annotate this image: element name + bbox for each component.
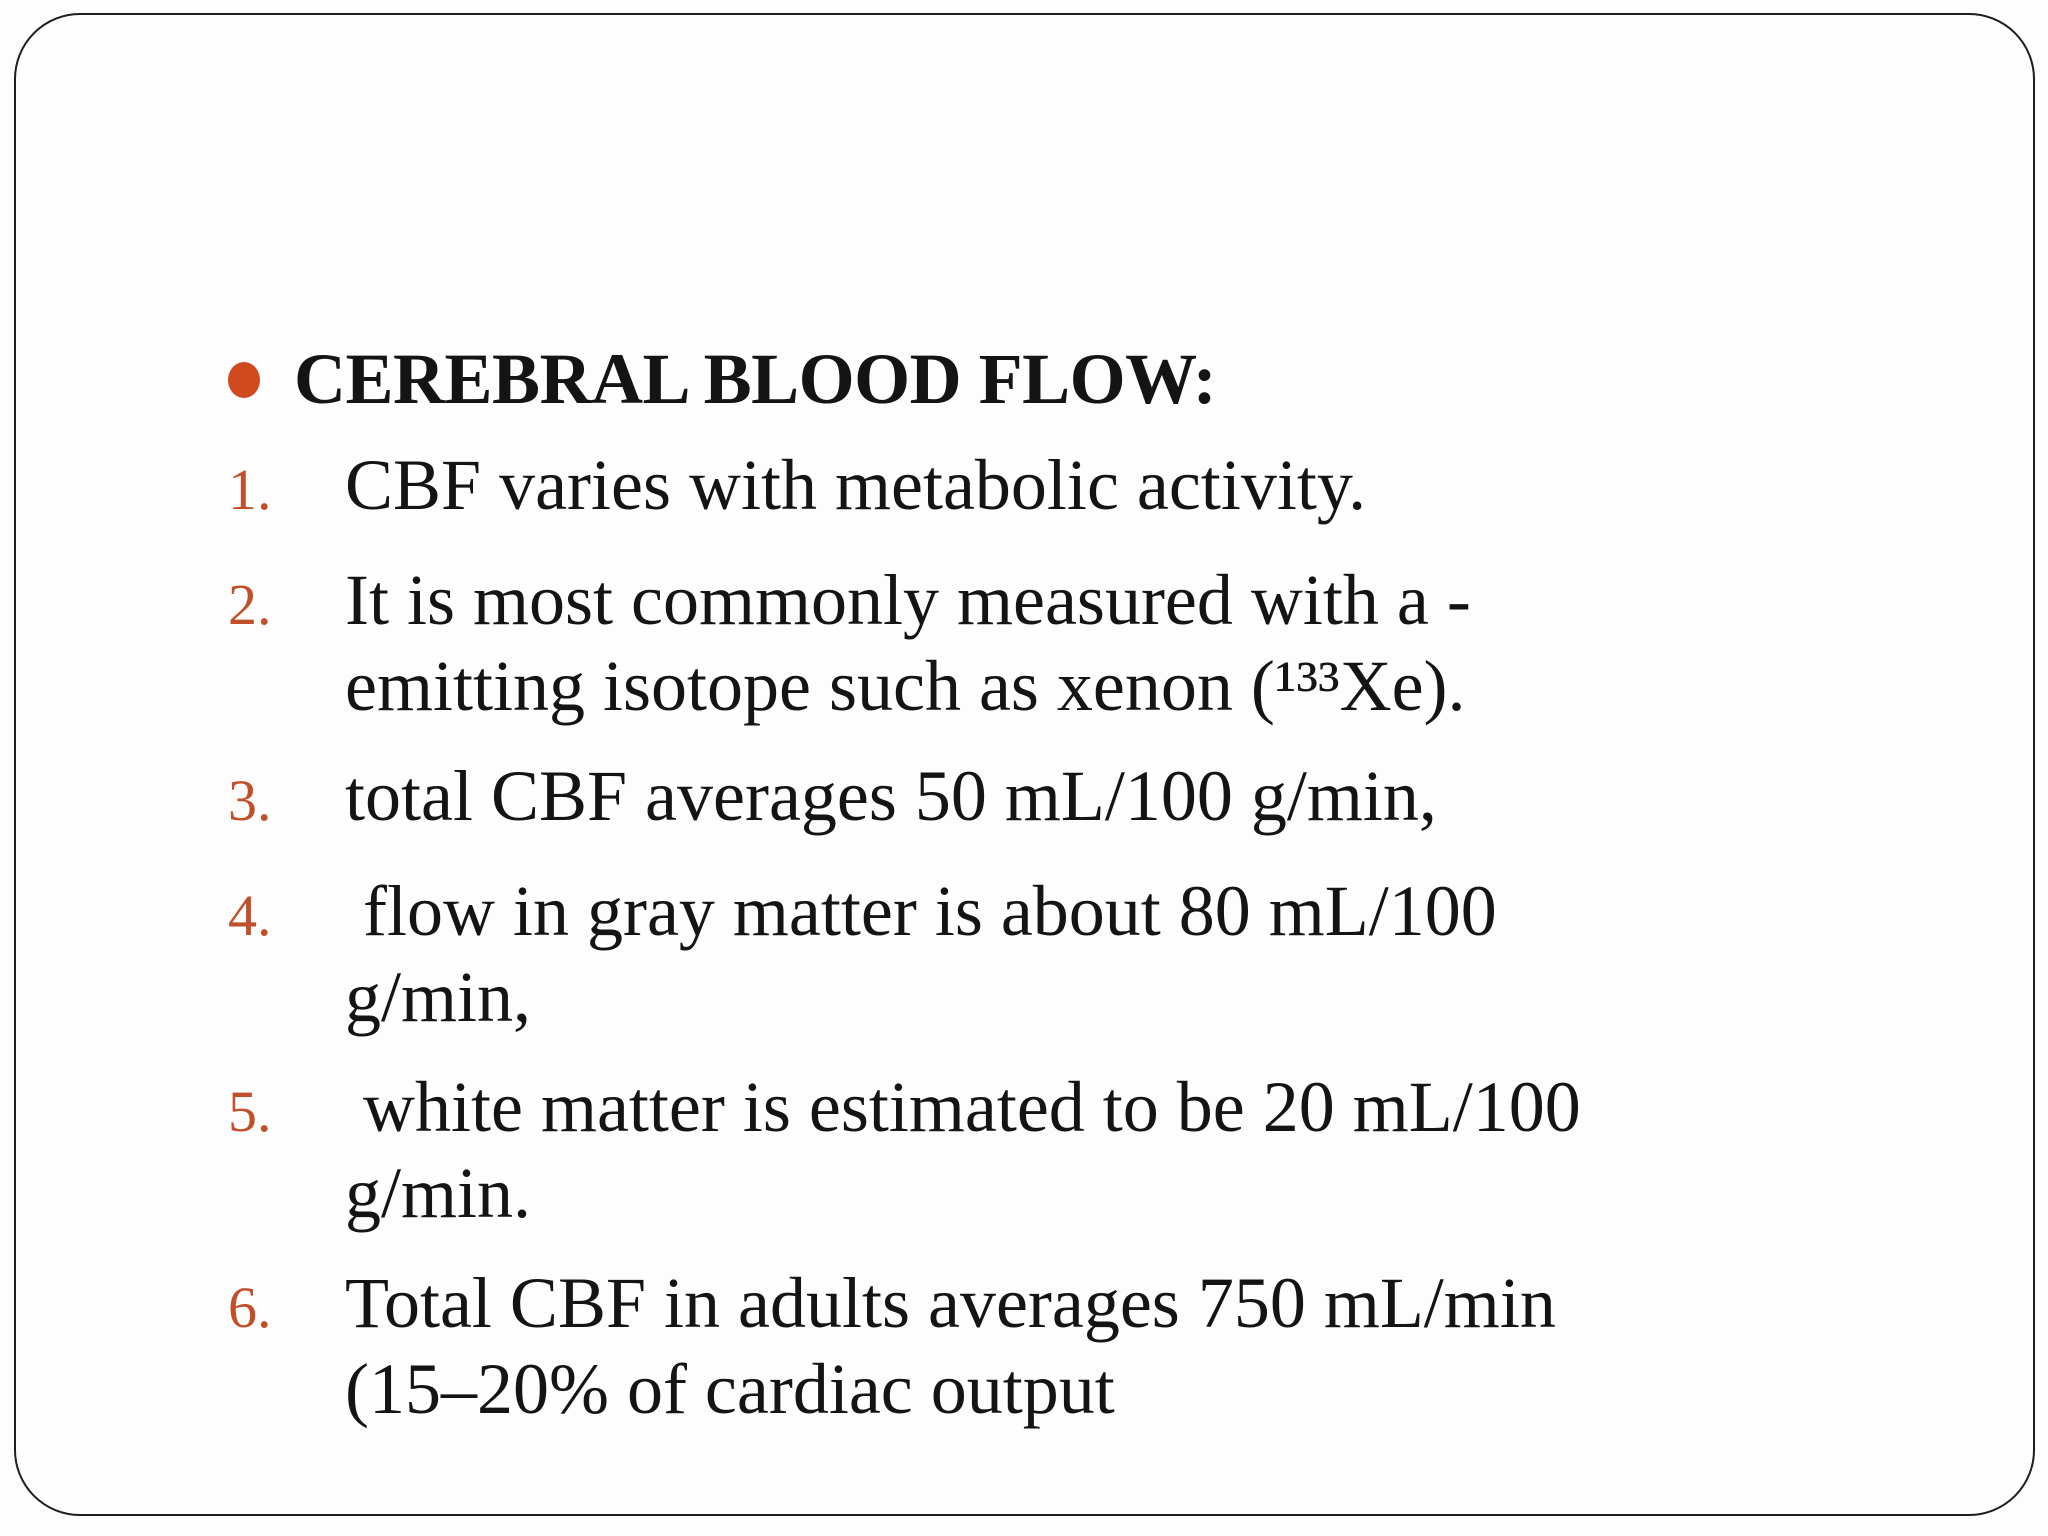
list-item: 4. flow in gray matter is about 80 mL/10…: [228, 868, 1638, 1040]
list-item-text: white matter is estimated to be 20 mL/10…: [345, 1067, 1599, 1233]
list-item: 5. white matter is estimated to be 20 mL…: [228, 1064, 1638, 1236]
slide-heading: CEREBRAL BLOOD FLOW:: [228, 336, 1638, 422]
list-item: 6. Total CBF in adults averages 750 mL/m…: [228, 1260, 1638, 1432]
numbered-list: 1. CBF varies with metabolic activity. 2…: [228, 442, 1638, 1432]
slide-content: CEREBRAL BLOOD FLOW: 1. CBF varies with …: [228, 336, 1638, 1432]
heading-text: CEREBRAL BLOOD FLOW:: [294, 339, 1217, 419]
list-item-text: Total CBF in adults averages 750 mL/min …: [345, 1263, 1574, 1429]
list-item-number: 3.: [228, 768, 272, 833]
list-item-number: 1.: [228, 457, 272, 522]
list-item-text: It is most commonly measured with a -emi…: [345, 560, 1471, 726]
list-item: 3. total CBF averages 50 mL/100 g/min,: [228, 753, 1638, 844]
list-item: 2. It is most commonly measured with a -…: [228, 557, 1638, 729]
list-item-text: total CBF averages 50 mL/100 g/min,: [345, 756, 1437, 836]
orange-dot-icon: [228, 362, 260, 398]
list-item-text: flow in gray matter is about 80 mL/100 g…: [345, 871, 1515, 1037]
list-item-number: 5.: [228, 1079, 272, 1144]
list-item: 1. CBF varies with metabolic activity.: [228, 442, 1638, 533]
list-item-number: 2.: [228, 572, 272, 637]
slide-border: [14, 13, 2035, 1516]
list-item-text: CBF varies with metabolic activity.: [345, 445, 1367, 525]
list-item-number: 4.: [228, 883, 272, 948]
list-item-number: 6.: [228, 1275, 272, 1340]
